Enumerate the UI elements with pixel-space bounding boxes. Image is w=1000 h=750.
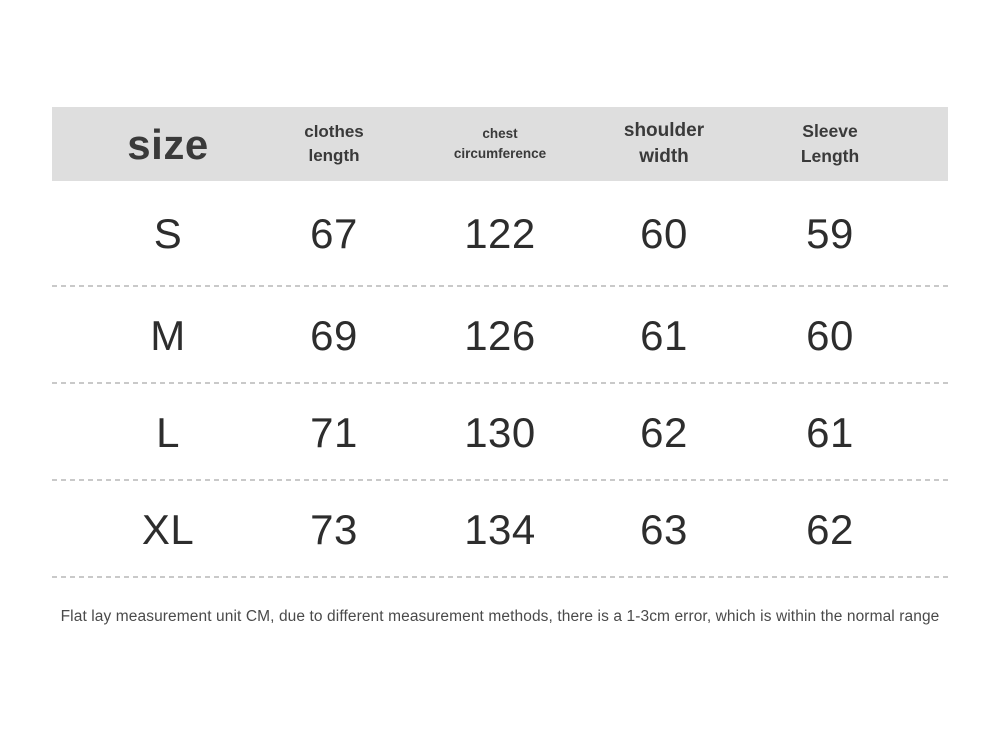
measurement-value: 122 xyxy=(464,210,536,257)
measurement-value: 69 xyxy=(310,311,358,359)
cell-size: L xyxy=(52,408,284,456)
measurement-value: 60 xyxy=(806,311,854,359)
cell-shoulder-width: 60 xyxy=(616,213,712,255)
size-value: L xyxy=(156,408,180,456)
cell-sleeve-length: 60 xyxy=(712,311,948,359)
cell-shoulder-width: 62 xyxy=(616,408,712,456)
cell-sleeve-length: 62 xyxy=(712,505,948,553)
cell-sleeve-length: 61 xyxy=(712,408,948,456)
row-divider xyxy=(52,576,948,578)
cell-shoulder-width: 61 xyxy=(616,311,712,359)
header-label-line: length xyxy=(308,146,360,165)
size-value: XL xyxy=(141,505,195,553)
cell-chest-circumference: 122 xyxy=(384,213,616,255)
table-row: L 71 130 62 61 xyxy=(52,384,948,481)
table-row: M 69 126 61 60 xyxy=(52,287,948,384)
header-label-line: circumference xyxy=(453,146,547,161)
table-header: size clothes length chest circumference … xyxy=(52,107,948,181)
size-value: S xyxy=(153,210,183,257)
header-cell-clothes-length: clothes length xyxy=(284,120,384,168)
header-cell-sleeve-length: Sleeve Length xyxy=(712,119,948,169)
header-cell-chest-circumference: chest circumference xyxy=(384,124,616,164)
table-body: S 67 122 60 59 M 69 126 61 60 L 71 130 62 61 XL 73 134 63 6… xyxy=(52,181,948,578)
size-chart-table: size clothes length chest circumference … xyxy=(52,107,948,626)
cell-size: XL xyxy=(52,505,284,553)
measurement-value: 62 xyxy=(806,505,854,553)
header-cell-size: size xyxy=(52,122,284,166)
table-row: S 67 122 60 59 xyxy=(52,181,948,287)
measurement-value: 67 xyxy=(310,210,358,257)
cell-clothes-length: 71 xyxy=(284,408,384,456)
measurement-value: 73 xyxy=(310,505,358,553)
header-label-line: width xyxy=(639,146,689,167)
measurement-value: 63 xyxy=(640,505,688,553)
header-cell-shoulder-width: shoulder width xyxy=(616,118,712,170)
measurement-value: 71 xyxy=(310,408,358,456)
cell-clothes-length: 67 xyxy=(284,213,384,255)
header-label-line: Length xyxy=(800,146,860,166)
cell-size: S xyxy=(52,213,284,255)
header-label-line: clothes xyxy=(304,122,364,141)
header-label-line: shoulder xyxy=(623,120,705,141)
size-value: M xyxy=(150,311,186,359)
measurement-value: 59 xyxy=(806,210,854,257)
row-divider xyxy=(52,382,948,384)
cell-sleeve-length: 59 xyxy=(712,213,948,255)
cell-size: M xyxy=(52,311,284,359)
measurement-footnote: Flat lay measurement unit CM, due to dif… xyxy=(60,608,940,625)
measurement-value: 134 xyxy=(464,505,536,553)
cell-chest-circumference: 130 xyxy=(384,408,616,456)
row-divider xyxy=(52,285,948,287)
header-label-line: Sleeve xyxy=(802,121,858,141)
row-divider xyxy=(52,479,948,481)
size-chart-title: size xyxy=(127,121,209,168)
measurement-value: 130 xyxy=(464,408,536,456)
cell-clothes-length: 69 xyxy=(284,311,384,359)
measurement-value: 126 xyxy=(464,311,536,359)
cell-chest-circumference: 134 xyxy=(384,505,616,553)
cell-chest-circumference: 126 xyxy=(384,311,616,359)
header-label-line: chest xyxy=(482,126,518,141)
cell-shoulder-width: 63 xyxy=(616,505,712,553)
table-row: XL 73 134 63 62 xyxy=(52,481,948,578)
measurement-value: 62 xyxy=(640,408,688,456)
measurement-value: 61 xyxy=(640,311,688,359)
measurement-value: 61 xyxy=(806,408,854,456)
measurement-value: 60 xyxy=(640,210,688,257)
cell-clothes-length: 73 xyxy=(284,505,384,553)
